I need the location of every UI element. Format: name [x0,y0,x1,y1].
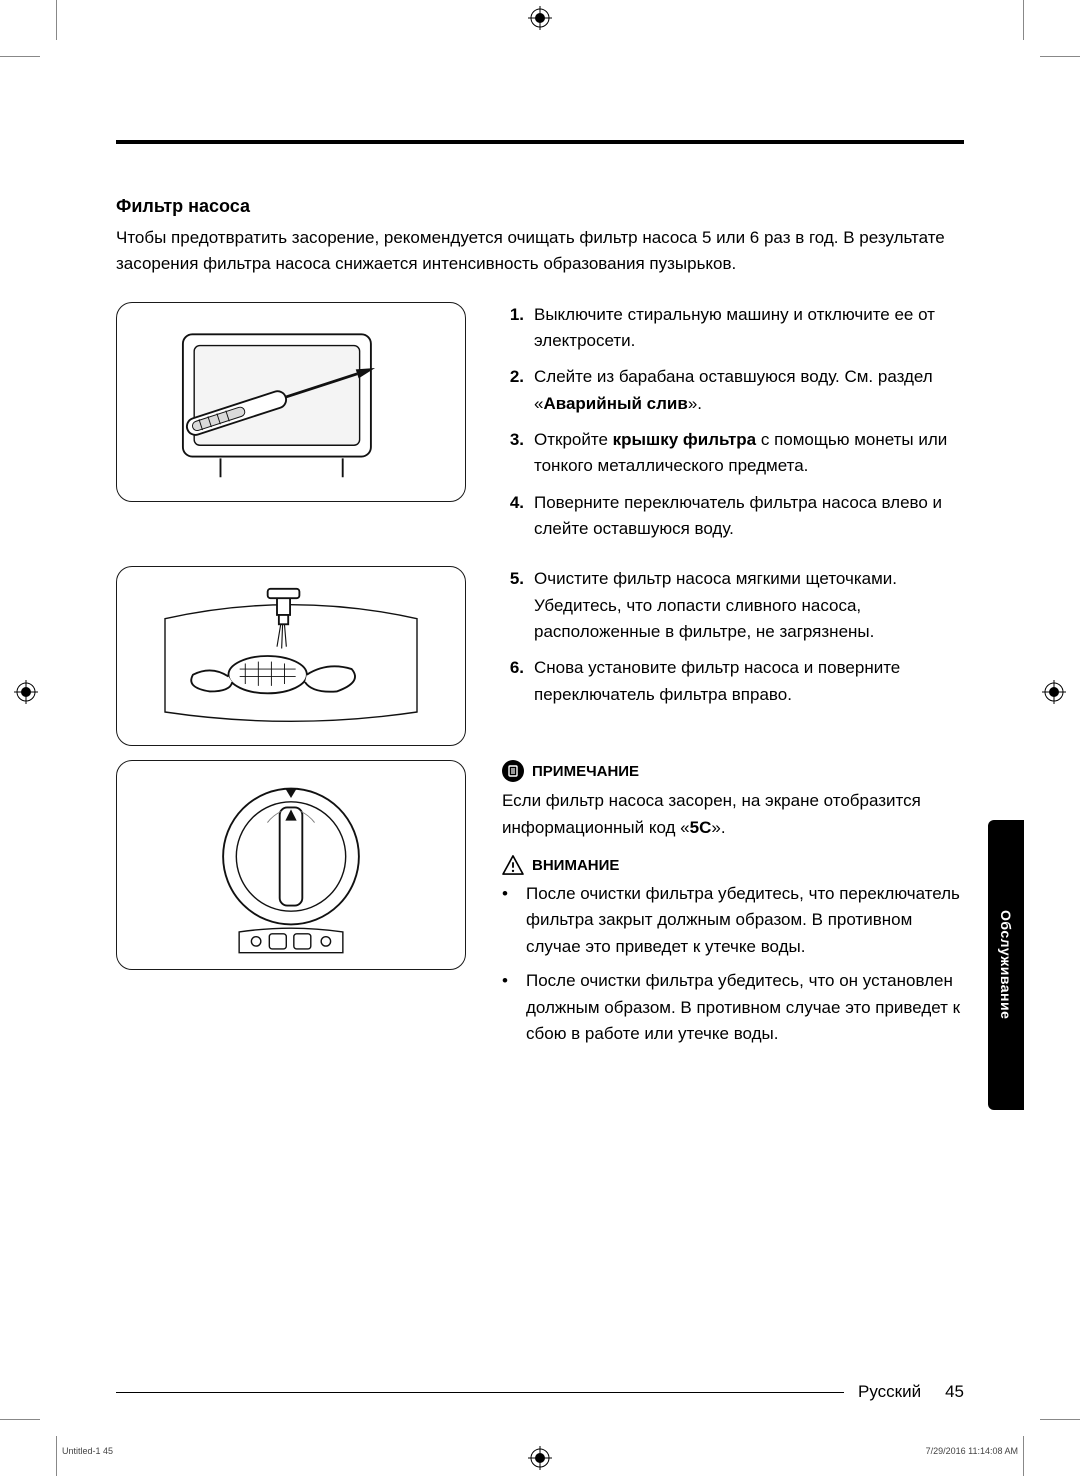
steps-a: 1.Выключите стиральную машину и отключит… [502,302,964,553]
side-tab-label: Обслуживание [998,910,1014,1019]
note-text: Если фильтр насоса засорен, на экране от… [502,788,964,841]
registration-mark [528,1446,552,1470]
row-step-5-6: 5.Очистите фильтр насоса мягкими щеточка… [116,566,964,746]
crop-mark [1023,0,1024,40]
caution-label: ВНИМАНИЕ [502,855,619,875]
print-meta-right: 7/29/2016 11:14:08 AM [926,1446,1018,1456]
row-step-1-4: 1.Выключите стиральную машину и отключит… [116,302,964,553]
caution-item: После очистки фильтра убедитесь, что пер… [502,881,964,960]
caution-label-text: ВНИМАНИЕ [532,857,619,874]
step-num: 5. [502,566,524,645]
step-3: 3.Откройте крышку фильтра с помощью моне… [502,427,964,480]
crop-mark [56,0,57,40]
illustration-filter-cover [116,302,466,502]
page-body: Фильтр насоса Чтобы предотвратить засоре… [116,140,964,1366]
step-text: Слейте из барабана оставшуюся воду. См. … [534,364,964,417]
illustration-filter-knob [116,760,466,970]
crop-mark [56,1436,57,1476]
step-num: 4. [502,490,524,543]
rule-top [116,140,964,144]
side-tab: Обслуживание [988,820,1024,1110]
crop-mark [1040,56,1080,57]
illustration-clean-filter [116,566,466,746]
caution-item: После очистки фильтра убедитесь, что он … [502,968,964,1047]
step-text: Поверните переключатель фильтра насоса в… [534,490,964,543]
crop-mark [1023,1436,1024,1476]
step-text: Выключите стиральную машину и отключите … [534,302,964,355]
notes-column: ПРИМЕЧАНИЕ Если фильтр насоса засорен, н… [502,760,964,1055]
section-title: Фильтр насоса [116,196,964,217]
warning-icon [502,855,524,875]
step-text: Очистите фильтр насоса мягкими щеточками… [534,566,964,645]
step-6: 6.Снова установите фильтр насоса и повер… [502,655,964,708]
step-text: Откройте крышку фильтра с помощью монеты… [534,427,964,480]
steps-b: 5.Очистите фильтр насоса мягкими щеточка… [502,566,964,746]
registration-mark [14,680,38,704]
crop-mark [1040,1419,1080,1420]
registration-mark [528,6,552,30]
row-notes: ПРИМЕЧАНИЕ Если фильтр насоса засорен, н… [116,760,964,1055]
footer-page-number: 45 [945,1382,964,1402]
step-num: 6. [502,655,524,708]
footer-language: Русский [858,1382,921,1402]
caution-list: После очистки фильтра убедитесь, что пер… [502,881,964,1047]
footer: Русский 45 [56,1382,964,1402]
note-label: ПРИМЕЧАНИЕ [502,760,639,782]
step-num: 2. [502,364,524,417]
footer-rule [116,1392,844,1393]
crop-mark [0,1419,40,1420]
crop-mark [0,56,40,57]
intro-text: Чтобы предотвратить засорение, рекоменду… [116,225,964,278]
step-1: 1.Выключите стиральную машину и отключит… [502,302,964,355]
step-5: 5.Очистите фильтр насоса мягкими щеточка… [502,566,964,645]
note-icon [502,760,524,782]
step-4: 4.Поверните переключатель фильтра насоса… [502,490,964,543]
step-num: 1. [502,302,524,355]
registration-mark [1042,680,1066,704]
step-text: Снова установите фильтр насоса и поверни… [534,655,964,708]
step-2: 2.Слейте из барабана оставшуюся воду. См… [502,364,964,417]
content-frame: Обслуживание Фильтр насоса Чтобы предотв… [56,40,1024,1436]
step-num: 3. [502,427,524,480]
print-meta-left: Untitled-1 45 [62,1446,113,1456]
note-label-text: ПРИМЕЧАНИЕ [532,763,639,780]
